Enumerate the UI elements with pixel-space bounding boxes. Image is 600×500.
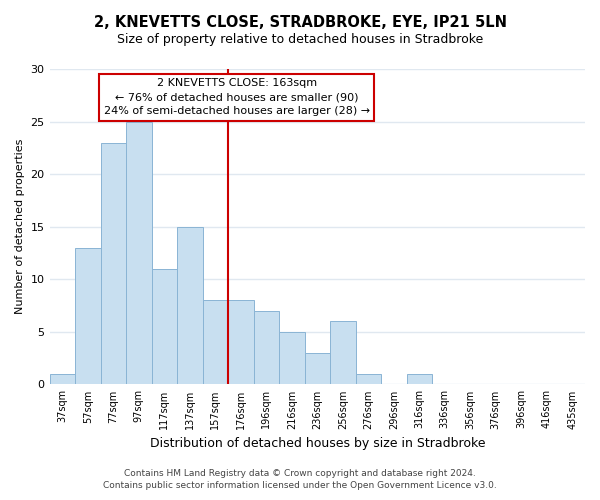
Text: 2, KNEVETTS CLOSE, STRADBROKE, EYE, IP21 5LN: 2, KNEVETTS CLOSE, STRADBROKE, EYE, IP21…: [94, 15, 506, 30]
Bar: [356, 374, 381, 384]
Text: 2 KNEVETTS CLOSE: 163sqm
← 76% of detached houses are smaller (90)
24% of semi-d: 2 KNEVETTS CLOSE: 163sqm ← 76% of detach…: [104, 78, 370, 116]
X-axis label: Distribution of detached houses by size in Stradbroke: Distribution of detached houses by size …: [149, 437, 485, 450]
Bar: [407, 374, 432, 384]
Bar: [126, 122, 152, 384]
Bar: [228, 300, 254, 384]
Bar: [152, 269, 177, 384]
Bar: [279, 332, 305, 384]
Bar: [50, 374, 75, 384]
Text: Contains HM Land Registry data © Crown copyright and database right 2024.
Contai: Contains HM Land Registry data © Crown c…: [103, 468, 497, 490]
Bar: [305, 353, 330, 384]
Y-axis label: Number of detached properties: Number of detached properties: [15, 139, 25, 314]
Text: Size of property relative to detached houses in Stradbroke: Size of property relative to detached ho…: [117, 32, 483, 46]
Bar: [254, 311, 279, 384]
Bar: [330, 322, 356, 384]
Bar: [75, 248, 101, 384]
Bar: [177, 226, 203, 384]
Bar: [203, 300, 228, 384]
Bar: [101, 142, 126, 384]
